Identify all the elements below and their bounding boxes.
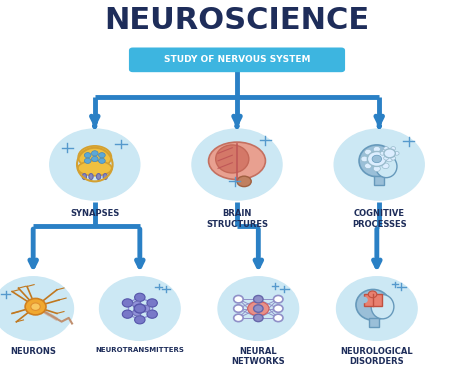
FancyBboxPatch shape	[129, 47, 345, 72]
Circle shape	[135, 316, 145, 324]
Ellipse shape	[103, 174, 107, 180]
Ellipse shape	[382, 149, 389, 155]
Circle shape	[147, 299, 157, 307]
Ellipse shape	[248, 301, 269, 316]
Circle shape	[0, 277, 73, 340]
Ellipse shape	[359, 145, 394, 177]
Text: BRAIN
STRUCTURES: BRAIN STRUCTURES	[206, 209, 268, 229]
Circle shape	[133, 301, 141, 308]
Circle shape	[254, 305, 263, 312]
Ellipse shape	[237, 176, 251, 187]
Ellipse shape	[394, 151, 399, 155]
Text: NEURONS: NEURONS	[10, 347, 56, 356]
Ellipse shape	[391, 156, 395, 160]
Ellipse shape	[386, 156, 392, 162]
Text: NEUROTRANSMITTERS: NEUROTRANSMITTERS	[95, 347, 184, 353]
Circle shape	[337, 277, 417, 340]
Ellipse shape	[216, 145, 249, 173]
Circle shape	[100, 277, 180, 340]
Ellipse shape	[78, 161, 112, 176]
Ellipse shape	[365, 149, 372, 155]
Circle shape	[273, 305, 283, 312]
Text: COGNITIVE
PROCESSES: COGNITIVE PROCESSES	[352, 209, 407, 229]
Text: NEUROSCIENCE: NEUROSCIENCE	[104, 6, 370, 35]
Circle shape	[273, 314, 283, 322]
Circle shape	[134, 304, 146, 313]
Circle shape	[91, 156, 98, 162]
Ellipse shape	[382, 163, 389, 169]
Bar	[374, 176, 384, 185]
Ellipse shape	[371, 295, 394, 319]
Circle shape	[367, 151, 386, 166]
Ellipse shape	[391, 147, 395, 150]
Circle shape	[141, 305, 150, 312]
Circle shape	[234, 295, 243, 303]
Circle shape	[254, 314, 263, 322]
Circle shape	[192, 129, 282, 200]
Circle shape	[218, 277, 299, 340]
Ellipse shape	[97, 174, 100, 180]
Circle shape	[122, 299, 133, 307]
Circle shape	[273, 295, 283, 303]
Ellipse shape	[82, 174, 86, 180]
Ellipse shape	[365, 163, 372, 169]
Ellipse shape	[209, 142, 265, 180]
Circle shape	[84, 153, 91, 158]
Circle shape	[99, 158, 105, 163]
Circle shape	[147, 310, 157, 318]
Ellipse shape	[361, 156, 368, 162]
Text: NEUROLOGICAL
DISORDERS: NEUROLOGICAL DISORDERS	[340, 347, 413, 367]
Circle shape	[368, 291, 377, 298]
Circle shape	[99, 153, 105, 158]
Circle shape	[234, 305, 243, 312]
Ellipse shape	[78, 146, 111, 168]
Text: NEURAL
NETWORKS: NEURAL NETWORKS	[231, 347, 285, 367]
Text: STUDY OF NERVOUS SYSTEM: STUDY OF NERVOUS SYSTEM	[164, 55, 310, 64]
Circle shape	[133, 309, 141, 316]
Circle shape	[372, 155, 382, 163]
Ellipse shape	[356, 289, 390, 320]
Ellipse shape	[374, 146, 380, 152]
Ellipse shape	[380, 151, 385, 155]
Ellipse shape	[374, 166, 380, 171]
Circle shape	[384, 149, 395, 158]
Ellipse shape	[89, 174, 93, 180]
Text: SYNAPSES: SYNAPSES	[70, 209, 119, 218]
Circle shape	[91, 151, 98, 156]
Circle shape	[254, 295, 263, 303]
Bar	[364, 294, 382, 306]
Circle shape	[122, 310, 133, 318]
Circle shape	[25, 298, 46, 315]
Circle shape	[234, 314, 243, 322]
Circle shape	[135, 293, 145, 301]
Circle shape	[50, 129, 140, 200]
Circle shape	[84, 158, 91, 163]
Bar	[369, 318, 379, 327]
Ellipse shape	[383, 156, 388, 160]
Circle shape	[334, 129, 424, 200]
Circle shape	[31, 303, 40, 310]
Ellipse shape	[375, 155, 397, 178]
Ellipse shape	[383, 147, 389, 150]
Circle shape	[359, 297, 368, 303]
